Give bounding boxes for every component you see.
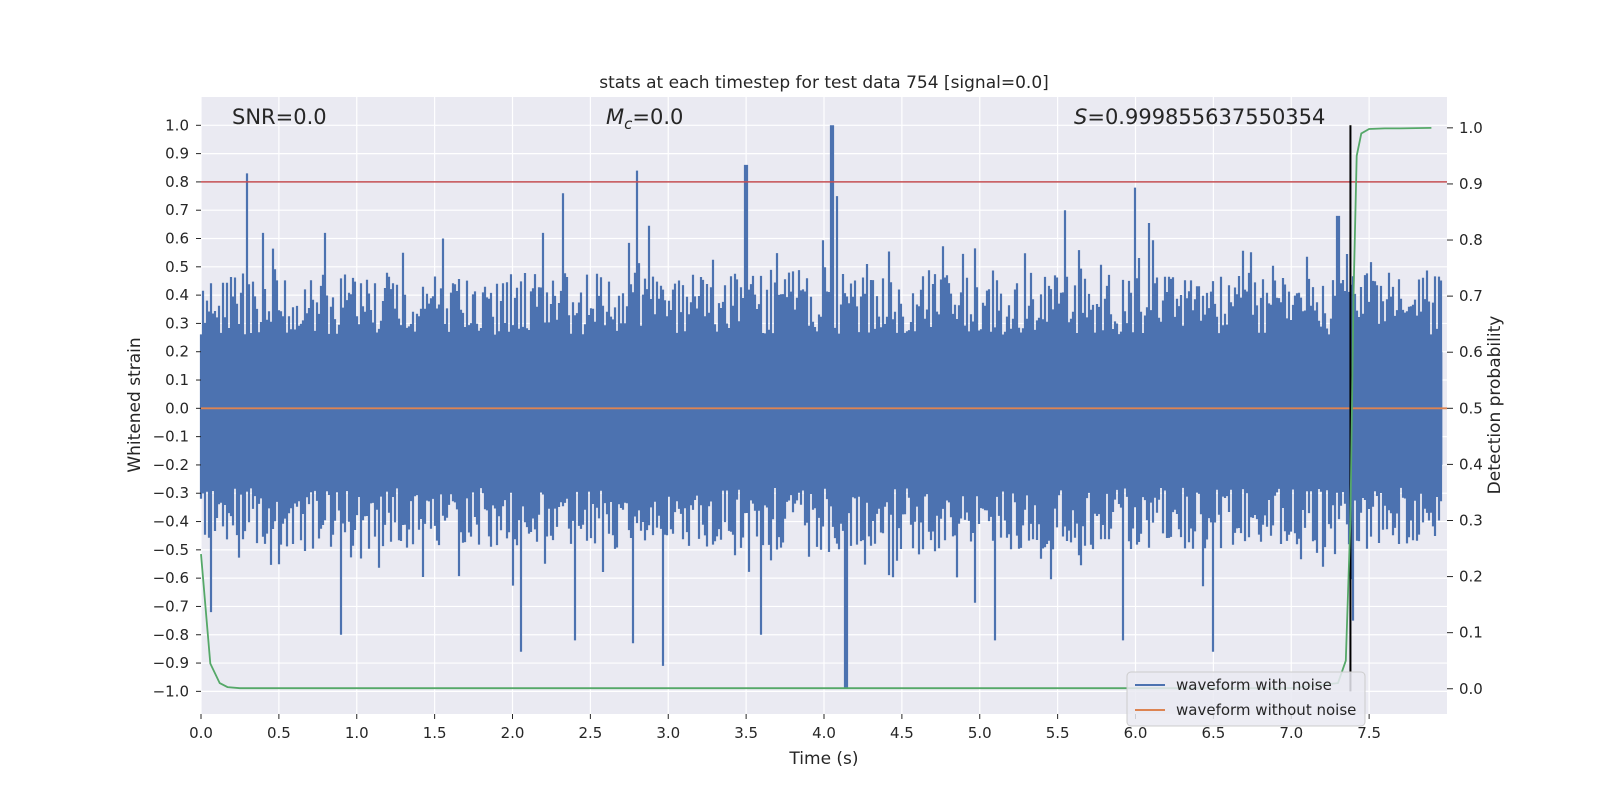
mc-symbol: M (606, 105, 624, 129)
y2-axis-label: Detection probability (1485, 316, 1505, 495)
x-tick-label: 0.0 (189, 724, 213, 742)
y-tick-label: −0.4 (153, 513, 189, 531)
x-axis-label: Time (s) (788, 749, 858, 769)
y-tick-label: 0.5 (165, 258, 189, 276)
y2-tick-label: 0.8 (1459, 231, 1483, 249)
y-tick-label: −0.2 (153, 456, 189, 474)
y2-tick-label: 0.5 (1459, 399, 1483, 417)
x-tick-label: 5.5 (1046, 724, 1070, 742)
y2-tick-label: 0.1 (1459, 624, 1483, 642)
legend: waveform with noise waveform without noi… (1126, 671, 1366, 727)
x-tick-label: 6.0 (1124, 724, 1148, 742)
y-axis-ticks: 1.0 0.9 0.8 0.7 0.6 0.5 0.4 0.3 0.2 0.1 0.0 −0.1 −0.… (153, 116, 201, 700)
y2-tick-label: 1.0 (1459, 119, 1483, 137)
x-tick-label: 0.5 (267, 724, 291, 742)
y-tick-label: −0.5 (153, 541, 189, 559)
x-tick-label: 1.0 (345, 724, 369, 742)
y-tick-label: 1.0 (165, 116, 189, 134)
y-tick-label: 0.6 (165, 230, 189, 248)
y2-tick-label: 0.2 (1459, 568, 1483, 586)
legend-label-clean: waveform without noise (1176, 701, 1356, 719)
y-tick-label: 0.4 (165, 286, 189, 304)
mc-value: =0.0 (632, 105, 683, 129)
snr-annotation: SNR=0.0 (232, 105, 327, 129)
y-tick-label: −0.1 (153, 428, 189, 446)
x-tick-label: 5.0 (968, 724, 992, 742)
legend-label-noise: waveform with noise (1176, 676, 1332, 694)
s-annotation: S=0.999855637550354 (1074, 105, 1325, 129)
y-tick-label: 0.0 (165, 399, 189, 417)
mc-subscript: c (624, 115, 633, 133)
y2-tick-label: 0.0 (1459, 680, 1483, 698)
x-tick-label: 4.0 (812, 724, 836, 742)
x-tick-label: 7.5 (1357, 724, 1381, 742)
x-tick-label: 4.5 (890, 724, 914, 742)
x-tick-label: 3.0 (656, 724, 680, 742)
y2-tick-label: 0.9 (1459, 175, 1483, 193)
y2-axis-ticks: 1.0 0.9 0.8 0.7 0.6 0.5 0.4 0.3 0.2 0.1 0.0 (1447, 119, 1483, 698)
y2-tick-label: 0.4 (1459, 455, 1483, 473)
y-tick-label: 0.2 (165, 343, 189, 361)
y-tick-label: 0.1 (165, 371, 189, 389)
x-tick-label: 2.5 (578, 724, 602, 742)
y-axis-label: Whitened strain (125, 337, 145, 472)
y-tick-label: −0.9 (153, 654, 189, 672)
y2-tick-label: 0.6 (1459, 343, 1483, 361)
x-tick-label: 3.5 (734, 724, 758, 742)
x-tick-label: 1.5 (423, 724, 447, 742)
x-tick-label: 2.0 (501, 724, 525, 742)
s-value: =0.999855637550354 (1087, 105, 1325, 129)
y2-tick-label: 0.7 (1459, 287, 1483, 305)
y-tick-label: −0.8 (153, 626, 189, 644)
x-axis-ticks: 0.0 0.5 1.0 1.5 2.0 2.5 3.0 3.5 4.0 4.5 5.0 5.5 6.0 6… (189, 714, 1381, 742)
y-tick-label: 0.9 (165, 145, 189, 163)
x-tick-label: 6.5 (1201, 724, 1225, 742)
x-tick-label: 7.0 (1279, 724, 1303, 742)
y-tick-label: −0.3 (153, 484, 189, 502)
y-tick-label: 0.3 (165, 314, 189, 332)
y-tick-label: −0.7 (153, 597, 189, 615)
y-tick-label: 0.7 (165, 201, 189, 219)
y-tick-label: −0.6 (153, 569, 189, 587)
y-tick-label: 0.8 (165, 173, 189, 191)
chart-title: stats at each timestep for test data 754… (599, 73, 1049, 93)
s-symbol: S (1074, 105, 1087, 129)
y2-tick-label: 0.3 (1459, 511, 1483, 529)
legend-box (1126, 671, 1366, 727)
mc-annotation: Mc=0.0 (606, 105, 683, 133)
y-tick-label: −1.0 (153, 682, 189, 700)
